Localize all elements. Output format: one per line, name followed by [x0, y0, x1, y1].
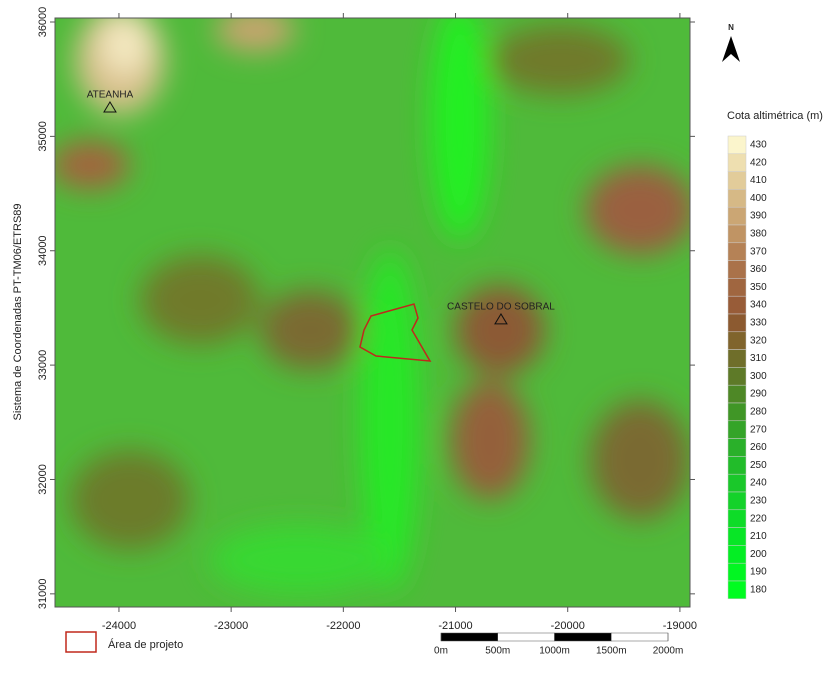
legend-label: 350: [750, 282, 767, 293]
legend-label: 260: [750, 442, 767, 453]
scale-segment: [498, 633, 555, 641]
legend-swatch: [728, 172, 746, 190]
north-arrow: [722, 36, 740, 62]
x-tick-label: -19000: [663, 620, 697, 632]
y-tick-label: 34000: [37, 235, 49, 266]
legend-swatch: [728, 563, 746, 581]
legend-label: 210: [750, 531, 767, 542]
legend-swatch: [728, 421, 746, 439]
y-tick-label: 35000: [37, 121, 49, 152]
y-tick-label: 32000: [37, 464, 49, 495]
x-tick-label: -22000: [326, 620, 360, 632]
legend-swatch: [728, 136, 746, 154]
legend-label: 230: [750, 496, 767, 507]
legend-label: 370: [750, 246, 767, 257]
place-label: ATEANHA: [87, 90, 134, 101]
legend-label: 390: [750, 211, 767, 222]
x-tick-label: -24000: [102, 620, 136, 632]
legend-label: 190: [750, 567, 767, 578]
legend-swatch: [728, 492, 746, 510]
legend-label: 180: [750, 585, 767, 596]
legend-label: 380: [750, 229, 767, 240]
legend-swatch: [728, 510, 746, 528]
x-tick-label: -21000: [438, 620, 472, 632]
legend-swatch: [728, 367, 746, 385]
legend-label: 300: [750, 371, 767, 382]
legend-swatch: [728, 296, 746, 314]
legend-swatch: [728, 207, 746, 225]
legend-label: 290: [750, 389, 767, 400]
legend-label: 320: [750, 335, 767, 346]
legend-swatch: [728, 314, 746, 332]
legend-swatch: [728, 154, 746, 172]
legend-swatch: [728, 403, 746, 421]
legend-swatch: [728, 385, 746, 403]
legend-label: 420: [750, 157, 767, 168]
legend-label: 410: [750, 175, 767, 186]
legend-label: 310: [750, 353, 767, 364]
y-tick-label: 31000: [37, 579, 49, 610]
legend-label: 280: [750, 407, 767, 418]
legend-label: 250: [750, 460, 767, 471]
legend-swatch: [728, 528, 746, 546]
scale-label: 1000m: [539, 646, 570, 657]
legend-label: 340: [750, 300, 767, 311]
scale-label: 0m: [434, 646, 448, 657]
scale-segment: [555, 633, 612, 641]
terrain: [50, 0, 695, 607]
legend-swatch: [728, 278, 746, 296]
legend-label: 400: [750, 193, 767, 204]
legend-swatch: [728, 243, 746, 261]
legend-swatch: [728, 332, 746, 350]
legend-label: 220: [750, 513, 767, 524]
legend-swatch: [728, 581, 746, 599]
y-tick-label: 33000: [37, 350, 49, 381]
legend-swatch: [728, 545, 746, 563]
axis-label: Sistema de Coordenadas PT-TM06/ETRS89: [12, 203, 24, 420]
scale-label: 2000m: [653, 646, 684, 657]
legend-title: Cota altimétrica (m): [727, 110, 823, 122]
scale-segment: [441, 633, 498, 641]
legend-swatch: [728, 456, 746, 474]
y-tick-label: 36000: [37, 7, 49, 38]
legend-label: 200: [750, 549, 767, 560]
legend-label: 240: [750, 478, 767, 489]
north-label: N: [728, 23, 734, 32]
scale-label: 500m: [485, 646, 510, 657]
legend-swatch: [728, 350, 746, 368]
legend-swatch: [728, 261, 746, 279]
legend-swatch: [728, 225, 746, 243]
legend-label: 270: [750, 424, 767, 435]
legend-label: 430: [750, 140, 767, 151]
map-figure: Sistema de Coordenadas PT-TM06/ETRS89 N …: [0, 0, 840, 688]
legend-swatch: [728, 474, 746, 492]
scale-label: 1500m: [596, 646, 627, 657]
legend-label: 330: [750, 318, 767, 329]
x-tick-label: -20000: [551, 620, 585, 632]
project-area-swatch: [66, 632, 96, 652]
scale-segment: [611, 633, 668, 641]
x-tick-label: -23000: [214, 620, 248, 632]
place-label: CASTELO DO SOBRAL: [447, 302, 555, 313]
project-area-label: Área de projeto: [108, 638, 183, 651]
legend-swatch: [728, 439, 746, 457]
legend-label: 360: [750, 264, 767, 275]
legend-swatch: [728, 189, 746, 207]
